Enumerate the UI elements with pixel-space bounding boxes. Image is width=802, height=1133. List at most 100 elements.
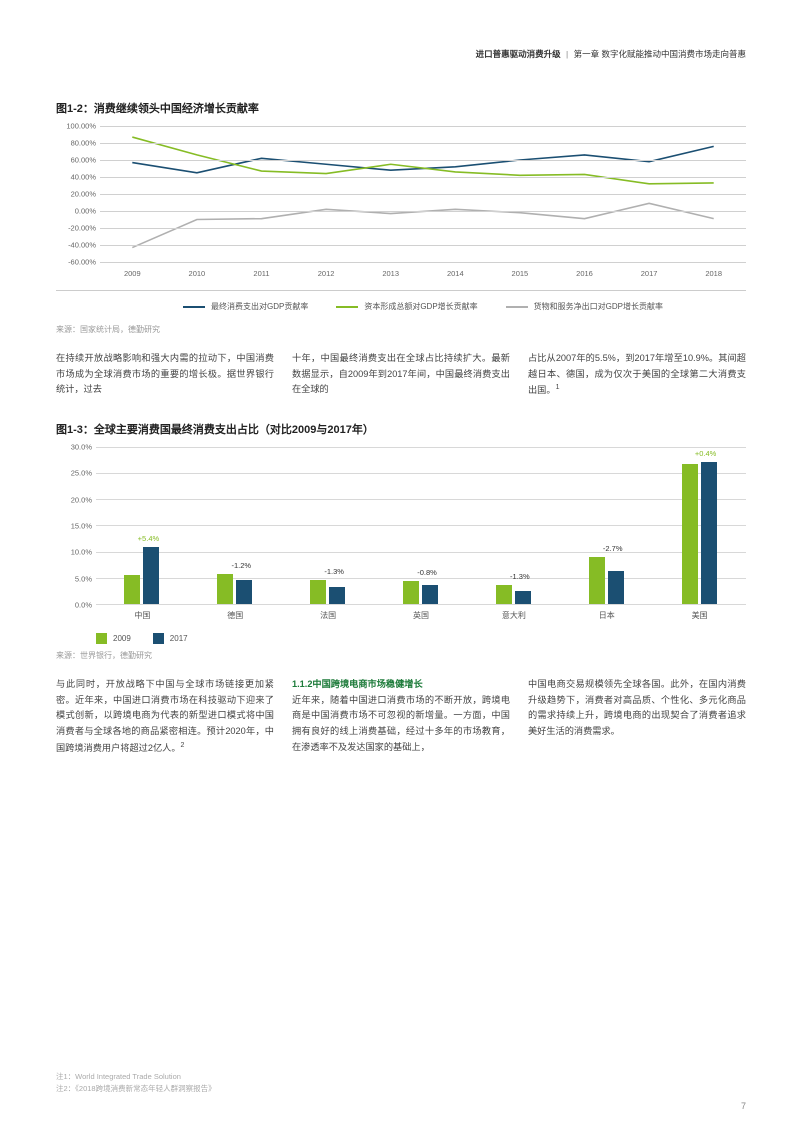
chart2-gridline [96,578,746,579]
para1-col3: 占比从2007年的5.5%，到2017年增至10.9%。其间超越日本、德国，成为… [528,351,746,399]
chart1-gridline [100,194,746,195]
chart2-gridline [96,604,746,605]
chart2-title: 图1-3：全球主要消费国最终消费支出占比（对比2009与2017年） [56,421,746,437]
chart2-bar-2017 [515,591,531,604]
page-number: 7 [741,1101,746,1111]
chart2-ylabel: 0.0% [56,600,92,609]
chart2-bar-group [682,462,717,604]
chart1-gridline [100,245,746,246]
chart2-ylabel: 15.0% [56,521,92,530]
legend-label: 最终消费支出对GDP贡献率 [211,301,308,312]
chart1-gridline [100,177,746,178]
paragraph-1: 在持续开放战略影响和强大内需的拉动下，中国消费市场成为全球消费市场的重要的增长极… [56,351,746,399]
chart1-legend-item: 最终消费支出对GDP贡献率 [183,301,308,312]
chart1-source: 来源：国家统计局，德勤研究 [56,324,746,335]
footnotes: 注1：World Integrated Trade Solution 注2：《2… [56,1071,216,1095]
chart1-ylabel: 40.00% [56,173,96,182]
chart2-bar-2009 [217,574,233,604]
chart2-bar-2009 [496,585,512,604]
chart2-bar-2017 [329,587,345,604]
chart1-ylabel: -40.00% [56,241,96,250]
chart1-ylabel: -20.00% [56,224,96,233]
chart2-bar-2017 [701,462,717,604]
chart2-ylabel: 10.0% [56,548,92,557]
chart2-source: 来源：世界银行，德勤研究 [56,650,746,661]
para2-col3: 中国电商交易规模领先全球各国。此外，在国内消费升级趋势下，消费者对高品质、个性化… [528,677,746,756]
chart2-xlabel: 德国 [227,610,243,621]
chart1-ylabel: 60.00% [56,156,96,165]
header-sep: | [566,49,568,59]
para2-col2: 1.1.2中国跨境电商市场稳健增长近年来，随着中国进口消费市场的不断开放，跨境电… [292,677,510,756]
chart2-bar-2009 [124,575,140,604]
chart2-bar-group [217,574,252,604]
legend-line-icon [336,306,358,308]
chart2-xlabel: 意大利 [502,610,526,621]
para1-col2: 十年，中国最终消费支出在全球占比持续扩大。最新数据显示，自2009年到2017年… [292,351,510,399]
chart1-ylabel: 100.00% [56,122,96,131]
chart2-bar-2009 [310,580,326,604]
paragraph-2: 与此同时，开放战略下中国与全球市场链接更加紧密。近年来，中国进口消费市场在科技驱… [56,677,746,756]
chart1-xlabel: 2017 [641,269,658,278]
chart1-gridline [100,126,746,127]
legend-label: 货物和服务净出口对GDP增长贡献率 [534,301,663,312]
chart2-ylabel: 5.0% [56,574,92,583]
footnote-2: 注2：《2018跨境消费新常态年轻人群洞察报告》 [56,1083,216,1095]
footnote-1: 注1：World Integrated Trade Solution [56,1071,216,1083]
legend-square-icon [153,633,164,644]
chart2-xlabel: 英国 [413,610,429,621]
chart2-bar-2009 [403,581,419,604]
chart2-bar-2009 [589,557,605,604]
chart2-bar-group [403,581,438,604]
chart1-xlabel: 2014 [447,269,464,278]
chart1-legend-item: 货物和服务净出口对GDP增长贡献率 [506,301,663,312]
chart2-xlabel: 日本 [599,610,615,621]
chart2-gridline [96,499,746,500]
chart2-bar-2009 [682,464,698,604]
chart2-bar-2017 [236,580,252,604]
chart2: +5.4%-1.2%-1.3%-0.8%-1.3%-2.7%+0.4% 30.0… [56,447,746,644]
chart1-ylabel: 20.00% [56,190,96,199]
chart1-xlabel: 2009 [124,269,141,278]
chart1-xlabel: 2011 [253,269,269,278]
chart2-ylabel: 20.0% [56,495,92,504]
section-heading: 1.1.2中国跨境电商市场稳健增长 [292,679,423,689]
chart2-legend-item: 2009 [96,633,131,644]
legend-square-icon [96,633,107,644]
chart2-legend: 20092017 [56,627,746,644]
header-bold: 进口普惠驱动消费升级 [476,49,561,59]
header-rest: 第一章 数字化赋能推动中国消费市场走向普惠 [574,49,746,59]
para2-col1: 与此同时，开放战略下中国与全球市场链接更加紧密。近年来，中国进口消费市场在科技驱… [56,677,274,756]
chart2-gridline [96,552,746,553]
chart1: 100.00%80.00%60.00%40.00%20.00%0.00%-20.… [56,126,746,318]
chart1-legend-item: 资本形成总额对GDP增长贡献率 [336,301,477,312]
chart2-delta-label: +0.4% [695,449,716,458]
chart2-ylabel: 30.0% [56,442,92,451]
chart2-ylabel: 25.0% [56,469,92,478]
chart2-bar-group [310,580,345,604]
chart1-gridline [100,262,746,263]
chart1-xlabel: 2016 [576,269,593,278]
chart2-bar-group [589,557,624,604]
chart2-bar-2017 [608,571,624,604]
chart2-gridline [96,525,746,526]
chart2-delta-label: -0.8% [417,568,437,577]
chart1-gridline [100,160,746,161]
chart2-delta-label: -2.7% [603,544,623,553]
chart2-xlabel: 美国 [692,610,708,621]
chart2-delta-label: -1.3% [324,567,344,576]
para1-col1: 在持续开放战略影响和强大内需的拉动下，中国消费市场成为全球消费市场的重要的增长极… [56,351,274,399]
chart1-xlabel: 2018 [705,269,722,278]
chart1-gridline [100,228,746,229]
chart1-ylabel: 80.00% [56,139,96,148]
chart1-title: 图1-2：消费继续领头中国经济增长贡献率 [56,100,746,116]
chart2-bar-group [496,585,531,604]
chart1-series-line [132,203,713,247]
chart2-bar-group [124,547,159,604]
chart1-xlabel: 2015 [512,269,529,278]
chart1-xlabel: 2012 [318,269,335,278]
legend-line-icon [506,306,528,308]
page-header: 进口普惠驱动消费升级 | 第一章 数字化赋能推动中国消费市场走向普惠 [56,48,746,60]
chart2-gridline [96,447,746,448]
chart2-gridline [96,473,746,474]
legend-line-icon [183,306,205,308]
